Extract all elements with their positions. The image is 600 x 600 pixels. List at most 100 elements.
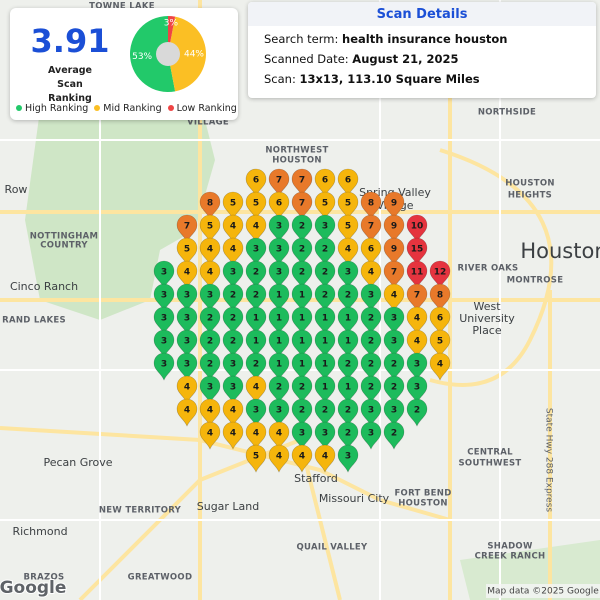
map-label: Pecan Grove <box>43 456 112 469</box>
rank-pin <box>291 398 313 427</box>
rank-pin <box>291 306 313 335</box>
rank-label: 2 <box>299 268 305 278</box>
map-label: HOUSTON <box>398 499 448 509</box>
rank-pin <box>314 398 336 427</box>
google-logo: Google <box>0 578 66 598</box>
rank-label: 3 <box>207 383 213 393</box>
rank-label: 7 <box>299 199 305 209</box>
rank-label: 2 <box>322 291 328 301</box>
rank-pin <box>245 214 267 243</box>
rank-label: 3 <box>276 406 282 416</box>
rank-label: 4 <box>414 314 420 324</box>
rank-label: 3 <box>230 268 236 278</box>
pie-label: 44% <box>184 50 204 60</box>
rank-label: 3 <box>345 452 351 462</box>
map-label: HEIGHTS <box>508 191 552 201</box>
rank-pin <box>314 329 336 358</box>
map-label: CREEK RANCH <box>475 552 546 562</box>
rank-pin <box>245 191 267 220</box>
rank-pin <box>291 191 313 220</box>
rank-pin <box>337 375 359 404</box>
rank-label: 2 <box>391 383 397 393</box>
legend-label: Low Ranking <box>176 103 237 114</box>
rank-label: 6 <box>253 176 259 186</box>
rank-label: 1 <box>276 337 282 347</box>
rank-label: 5 <box>322 199 328 209</box>
rank-label: 3 <box>230 383 236 393</box>
detail-value: health insurance houston <box>342 32 508 46</box>
rank-label: 8 <box>437 291 443 301</box>
rank-label: 2 <box>345 360 351 370</box>
rank-label: 1 <box>299 291 305 301</box>
pie-slice <box>168 16 206 92</box>
rank-pin <box>245 260 267 289</box>
rank-label: 2 <box>322 406 328 416</box>
rank-label: 2 <box>207 314 213 324</box>
rank-label: 15 <box>411 245 424 255</box>
rank-pin <box>429 306 451 335</box>
rank-label: 4 <box>230 222 236 232</box>
rank-label: 3 <box>161 314 167 324</box>
rank-pin <box>268 168 290 197</box>
rank-label: 4 <box>207 429 213 439</box>
detail-row: Scanned Date: August 21, 2025 <box>264 52 596 66</box>
rank-label: 3 <box>391 314 397 324</box>
rank-pin <box>153 329 175 358</box>
rank-label: 11 <box>411 268 424 278</box>
rank-label: 4 <box>299 452 305 462</box>
rank-label: 2 <box>322 245 328 255</box>
rank-label: 2 <box>253 360 259 370</box>
rank-pin <box>406 260 428 289</box>
rank-label: 4 <box>391 291 397 301</box>
map-label: West <box>473 300 501 313</box>
rank-label: 2 <box>299 222 305 232</box>
rank-label: 3 <box>184 337 190 347</box>
rank-label: 3 <box>414 360 420 370</box>
rank-label: 1 <box>253 337 259 347</box>
map-label: GREATWOOD <box>128 573 193 583</box>
rank-pin <box>222 214 244 243</box>
map-label: Row <box>5 183 28 196</box>
rank-label: 4 <box>345 245 351 255</box>
rank-label: 6 <box>368 245 374 255</box>
rank-label: 1 <box>299 337 305 347</box>
rank-label: 3 <box>253 245 259 255</box>
rank-pin <box>199 214 221 243</box>
map-label: HOUSTON <box>272 156 322 166</box>
rank-label: 4 <box>207 245 213 255</box>
rank-label: 2 <box>345 406 351 416</box>
rank-pin <box>314 444 336 473</box>
rank-label: 5 <box>345 199 351 209</box>
rank-label: 5 <box>230 199 236 209</box>
rank-label: 3 <box>161 268 167 278</box>
rank-label: 2 <box>207 337 213 347</box>
rank-pin <box>314 168 336 197</box>
rank-label: 4 <box>184 383 190 393</box>
rank-pin <box>291 260 313 289</box>
rank-pin <box>268 306 290 335</box>
rank-label: 1 <box>345 383 351 393</box>
legend-item: Low Ranking <box>167 103 237 114</box>
rank-label: 1 <box>299 314 305 324</box>
rank-pin <box>383 260 405 289</box>
rank-pin <box>176 260 198 289</box>
detail-row: Search term: health insurance houston <box>264 32 596 46</box>
rank-pin <box>199 375 221 404</box>
rank-label: 1 <box>345 337 351 347</box>
rank-pin <box>314 421 336 450</box>
rank-pin <box>199 306 221 335</box>
rank-pin <box>245 306 267 335</box>
legend-item: High Ranking <box>16 103 88 114</box>
rank-label: 2 <box>391 429 397 439</box>
legend-label: High Ranking <box>25 103 89 114</box>
rank-label: 1 <box>322 337 328 347</box>
rank-label: 7 <box>299 176 305 186</box>
rank-pins: 6 7 7 6 68 5 5 6 7 5 5 8 97 5 4 4 3 2 3 5 7 9 105 4 4 3 3 2 2 4 6 9 153 4… <box>153 168 451 473</box>
rank-pin <box>291 237 313 266</box>
rank-pin <box>360 421 382 450</box>
rank-pin <box>291 329 313 358</box>
rank-label: 6 <box>322 176 328 186</box>
rank-label: 9 <box>391 245 397 255</box>
rank-pin <box>291 214 313 243</box>
